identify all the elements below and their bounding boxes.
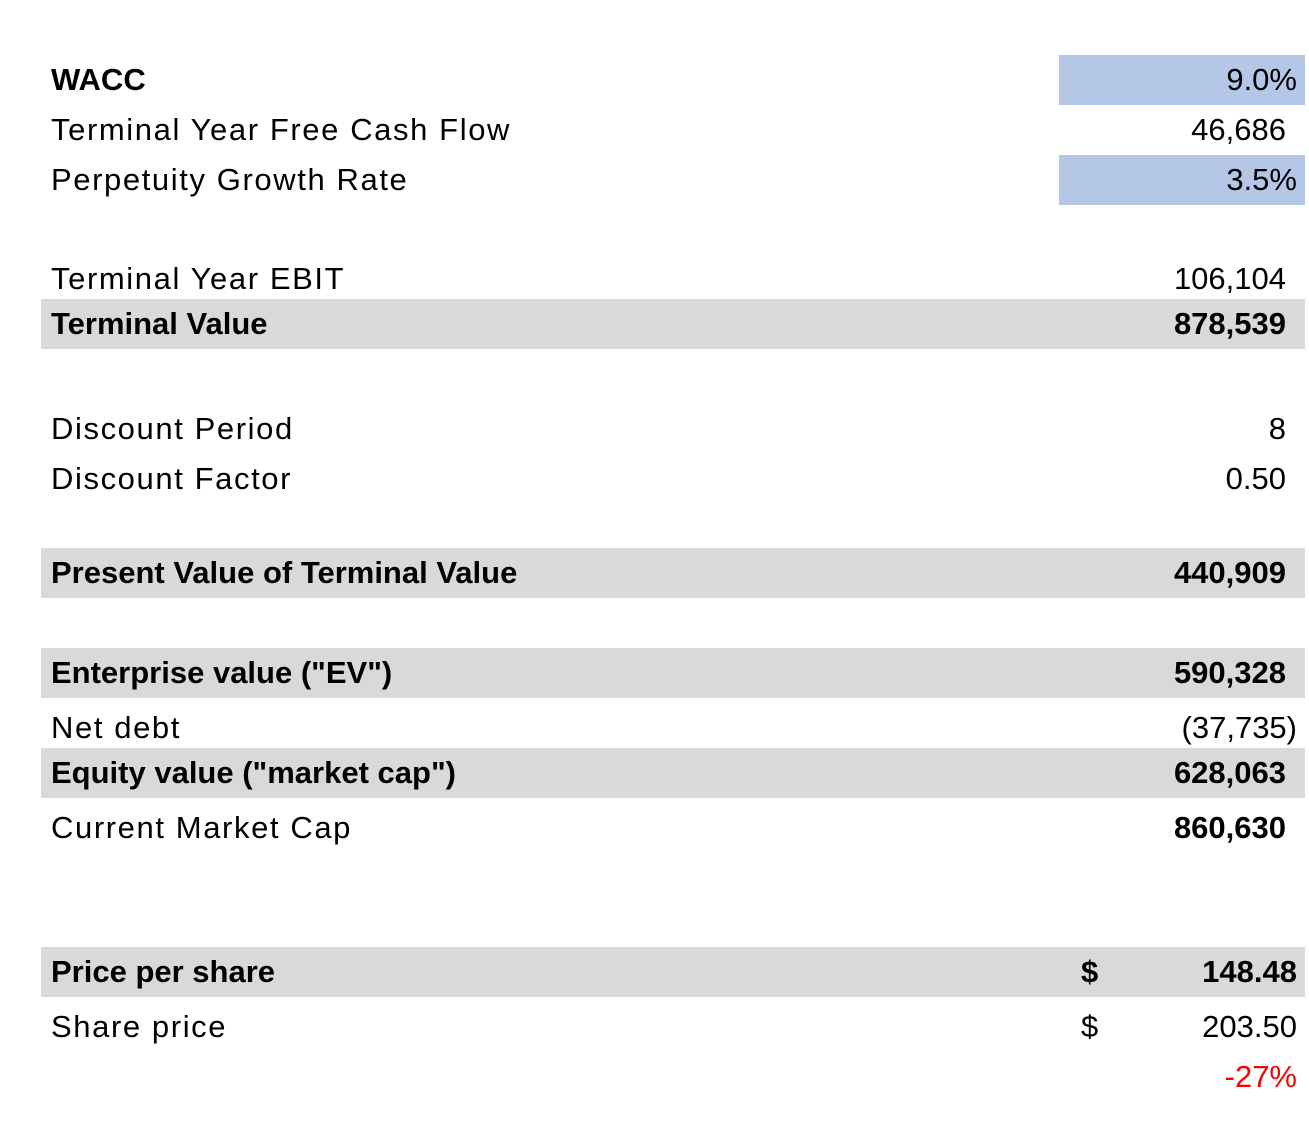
row-equity-value: Equity value ("market cap") 628,063 xyxy=(41,748,1305,798)
row-terminal-ebit: Terminal Year EBIT 106,104 xyxy=(41,254,1305,304)
discount-factor-label: Discount Factor xyxy=(51,461,293,496)
row-terminal-value: Terminal Value 878,539 xyxy=(41,299,1305,349)
wacc-value: 9.0% xyxy=(1226,62,1297,97)
share-price-cell[interactable]: 203.50 xyxy=(1059,1002,1305,1052)
row-share-price: Share price $ 203.50 xyxy=(41,1002,1305,1052)
row-price-per-share: Price per share $ 148.48 xyxy=(41,947,1305,997)
row-terminal-fcf: Terminal Year Free Cash Flow 46,686 xyxy=(41,105,1305,155)
share-price-currency: $ xyxy=(1081,1009,1099,1044)
share-price-value: 203.50 xyxy=(1202,1009,1297,1044)
wacc-label: WACC xyxy=(51,62,146,97)
row-discount-factor: Discount Factor 0.50 xyxy=(41,454,1305,504)
terminal-fcf-value: 46,686 xyxy=(1191,112,1286,147)
equity-value-cell[interactable]: 628,063 xyxy=(1059,748,1305,798)
discount-period-label: Discount Period xyxy=(51,411,294,446)
row-net-debt: Net debt (37,735) xyxy=(41,703,1305,753)
pv-terminal-value-label: Present Value of Terminal Value xyxy=(51,555,518,590)
price-per-share-value: 148.48 xyxy=(1202,954,1297,989)
growth-rate-input-cell[interactable]: 3.5% xyxy=(1059,155,1305,205)
upside-value: -27% xyxy=(1224,1059,1297,1094)
row-growth-rate: Perpetuity Growth Rate 3.5% xyxy=(41,155,1305,205)
enterprise-value-value: 590,328 xyxy=(1173,655,1286,690)
current-market-cap-value: 860,630 xyxy=(1173,810,1286,845)
terminal-ebit-label: Terminal Year EBIT xyxy=(51,261,346,296)
price-per-share-cell[interactable]: 148.48 xyxy=(1059,947,1305,997)
terminal-value-cell[interactable]: 878,539 xyxy=(1059,299,1305,349)
current-market-cap-label: Current Market Cap xyxy=(51,810,353,845)
discount-period-cell[interactable]: 8 xyxy=(1059,404,1305,454)
terminal-fcf-cell[interactable]: 46,686 xyxy=(1059,105,1305,155)
row-current-market-cap: Current Market Cap 860,630 xyxy=(41,803,1305,853)
growth-rate-label: Perpetuity Growth Rate xyxy=(51,162,409,197)
terminal-value-value: 878,539 xyxy=(1173,306,1286,341)
row-wacc: WACC 9.0% xyxy=(41,55,1305,105)
terminal-value-label: Terminal Value xyxy=(51,306,268,341)
row-discount-period: Discount Period 8 xyxy=(41,404,1305,454)
equity-value-label: Equity value ("market cap") xyxy=(51,755,456,790)
discount-period-value: 8 xyxy=(1268,411,1286,446)
price-per-share-currency: $ xyxy=(1081,954,1099,989)
upside-cell[interactable]: -27% xyxy=(1059,1052,1305,1102)
row-enterprise-value: Enterprise value ("EV") 590,328 xyxy=(41,648,1305,698)
pv-terminal-value-value: 440,909 xyxy=(1173,555,1286,590)
row-upside: -27% xyxy=(41,1052,1305,1102)
terminal-fcf-label: Terminal Year Free Cash Flow xyxy=(51,112,512,147)
equity-value-value: 628,063 xyxy=(1173,755,1286,790)
terminal-ebit-value: 106,104 xyxy=(1173,261,1286,296)
pv-terminal-value-cell[interactable]: 440,909 xyxy=(1059,548,1305,598)
growth-rate-value: 3.5% xyxy=(1226,162,1297,197)
enterprise-value-label: Enterprise value ("EV") xyxy=(51,655,393,690)
net-debt-value: (37,735) xyxy=(1181,710,1297,745)
enterprise-value-cell[interactable]: 590,328 xyxy=(1059,648,1305,698)
current-market-cap-cell[interactable]: 860,630 xyxy=(1059,803,1305,853)
terminal-ebit-cell[interactable]: 106,104 xyxy=(1059,254,1305,304)
net-debt-label: Net debt xyxy=(51,710,181,745)
row-pv-terminal-value: Present Value of Terminal Value 440,909 xyxy=(41,548,1305,598)
share-price-label: Share price xyxy=(51,1009,228,1044)
net-debt-cell[interactable]: (37,735) xyxy=(1059,703,1305,753)
wacc-input-cell[interactable]: 9.0% xyxy=(1059,55,1305,105)
discount-factor-value: 0.50 xyxy=(1225,461,1286,496)
discount-factor-cell[interactable]: 0.50 xyxy=(1059,454,1305,504)
price-per-share-label: Price per share xyxy=(51,954,276,989)
